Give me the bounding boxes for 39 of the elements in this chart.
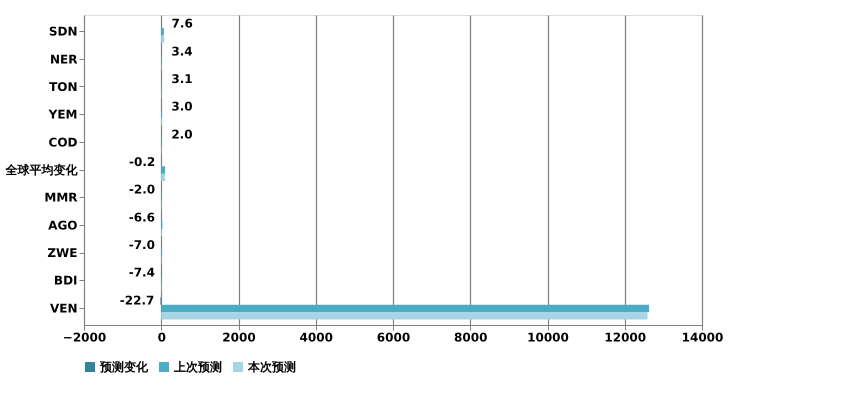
y-tick-label: AGO	[48, 218, 78, 232]
bar	[161, 174, 166, 182]
x-tick-label: 2000	[222, 330, 256, 344]
y-tick-label: YEM	[48, 108, 78, 122]
x-tick-label: 6000	[376, 330, 410, 344]
data-label: 7.6	[172, 16, 193, 31]
x-tick-label: 8000	[454, 330, 488, 344]
y-tick-label: COD	[48, 135, 78, 150]
data-label: 3.4	[171, 44, 193, 58]
data-label: -2.0	[128, 182, 156, 197]
bar	[161, 28, 164, 36]
y-tick-label: NER	[50, 52, 78, 66]
data-label: -7.0	[128, 238, 155, 252]
data-label: 3.0	[171, 100, 193, 114]
legend-label: 预测变化	[99, 360, 149, 374]
x-tick-label: 4000	[300, 330, 333, 344]
bar	[161, 312, 648, 320]
y-tick-label: 全球平均变化	[4, 163, 78, 177]
x-tick-label: −2000	[62, 330, 106, 344]
data-label: -0.2	[128, 155, 156, 169]
x-tick-label: 14000	[682, 330, 724, 344]
x-tick-label: 10000	[527, 330, 569, 344]
legend-label: 本次预测	[247, 360, 296, 374]
legend-label: 上次预测	[173, 360, 222, 374]
y-tick-label: TON	[49, 80, 78, 94]
y-tick-label: SDN	[48, 24, 78, 39]
data-label: -22.7	[120, 293, 154, 308]
bar	[161, 304, 650, 312]
data-label: -6.6	[128, 210, 155, 224]
x-tick-label: 12000	[604, 330, 646, 344]
y-tick-label: ZWE	[47, 246, 78, 260]
data-label: 3.1	[171, 72, 193, 86]
y-tick-label: MMR	[44, 190, 78, 205]
data-label: -7.4	[128, 266, 155, 280]
bar	[161, 35, 164, 43]
x-tick-label: 0	[158, 330, 166, 344]
data-label: 2.0	[171, 127, 193, 142]
y-tick-label: VEN	[50, 301, 78, 316]
y-tick-label: BDI	[54, 274, 78, 288]
